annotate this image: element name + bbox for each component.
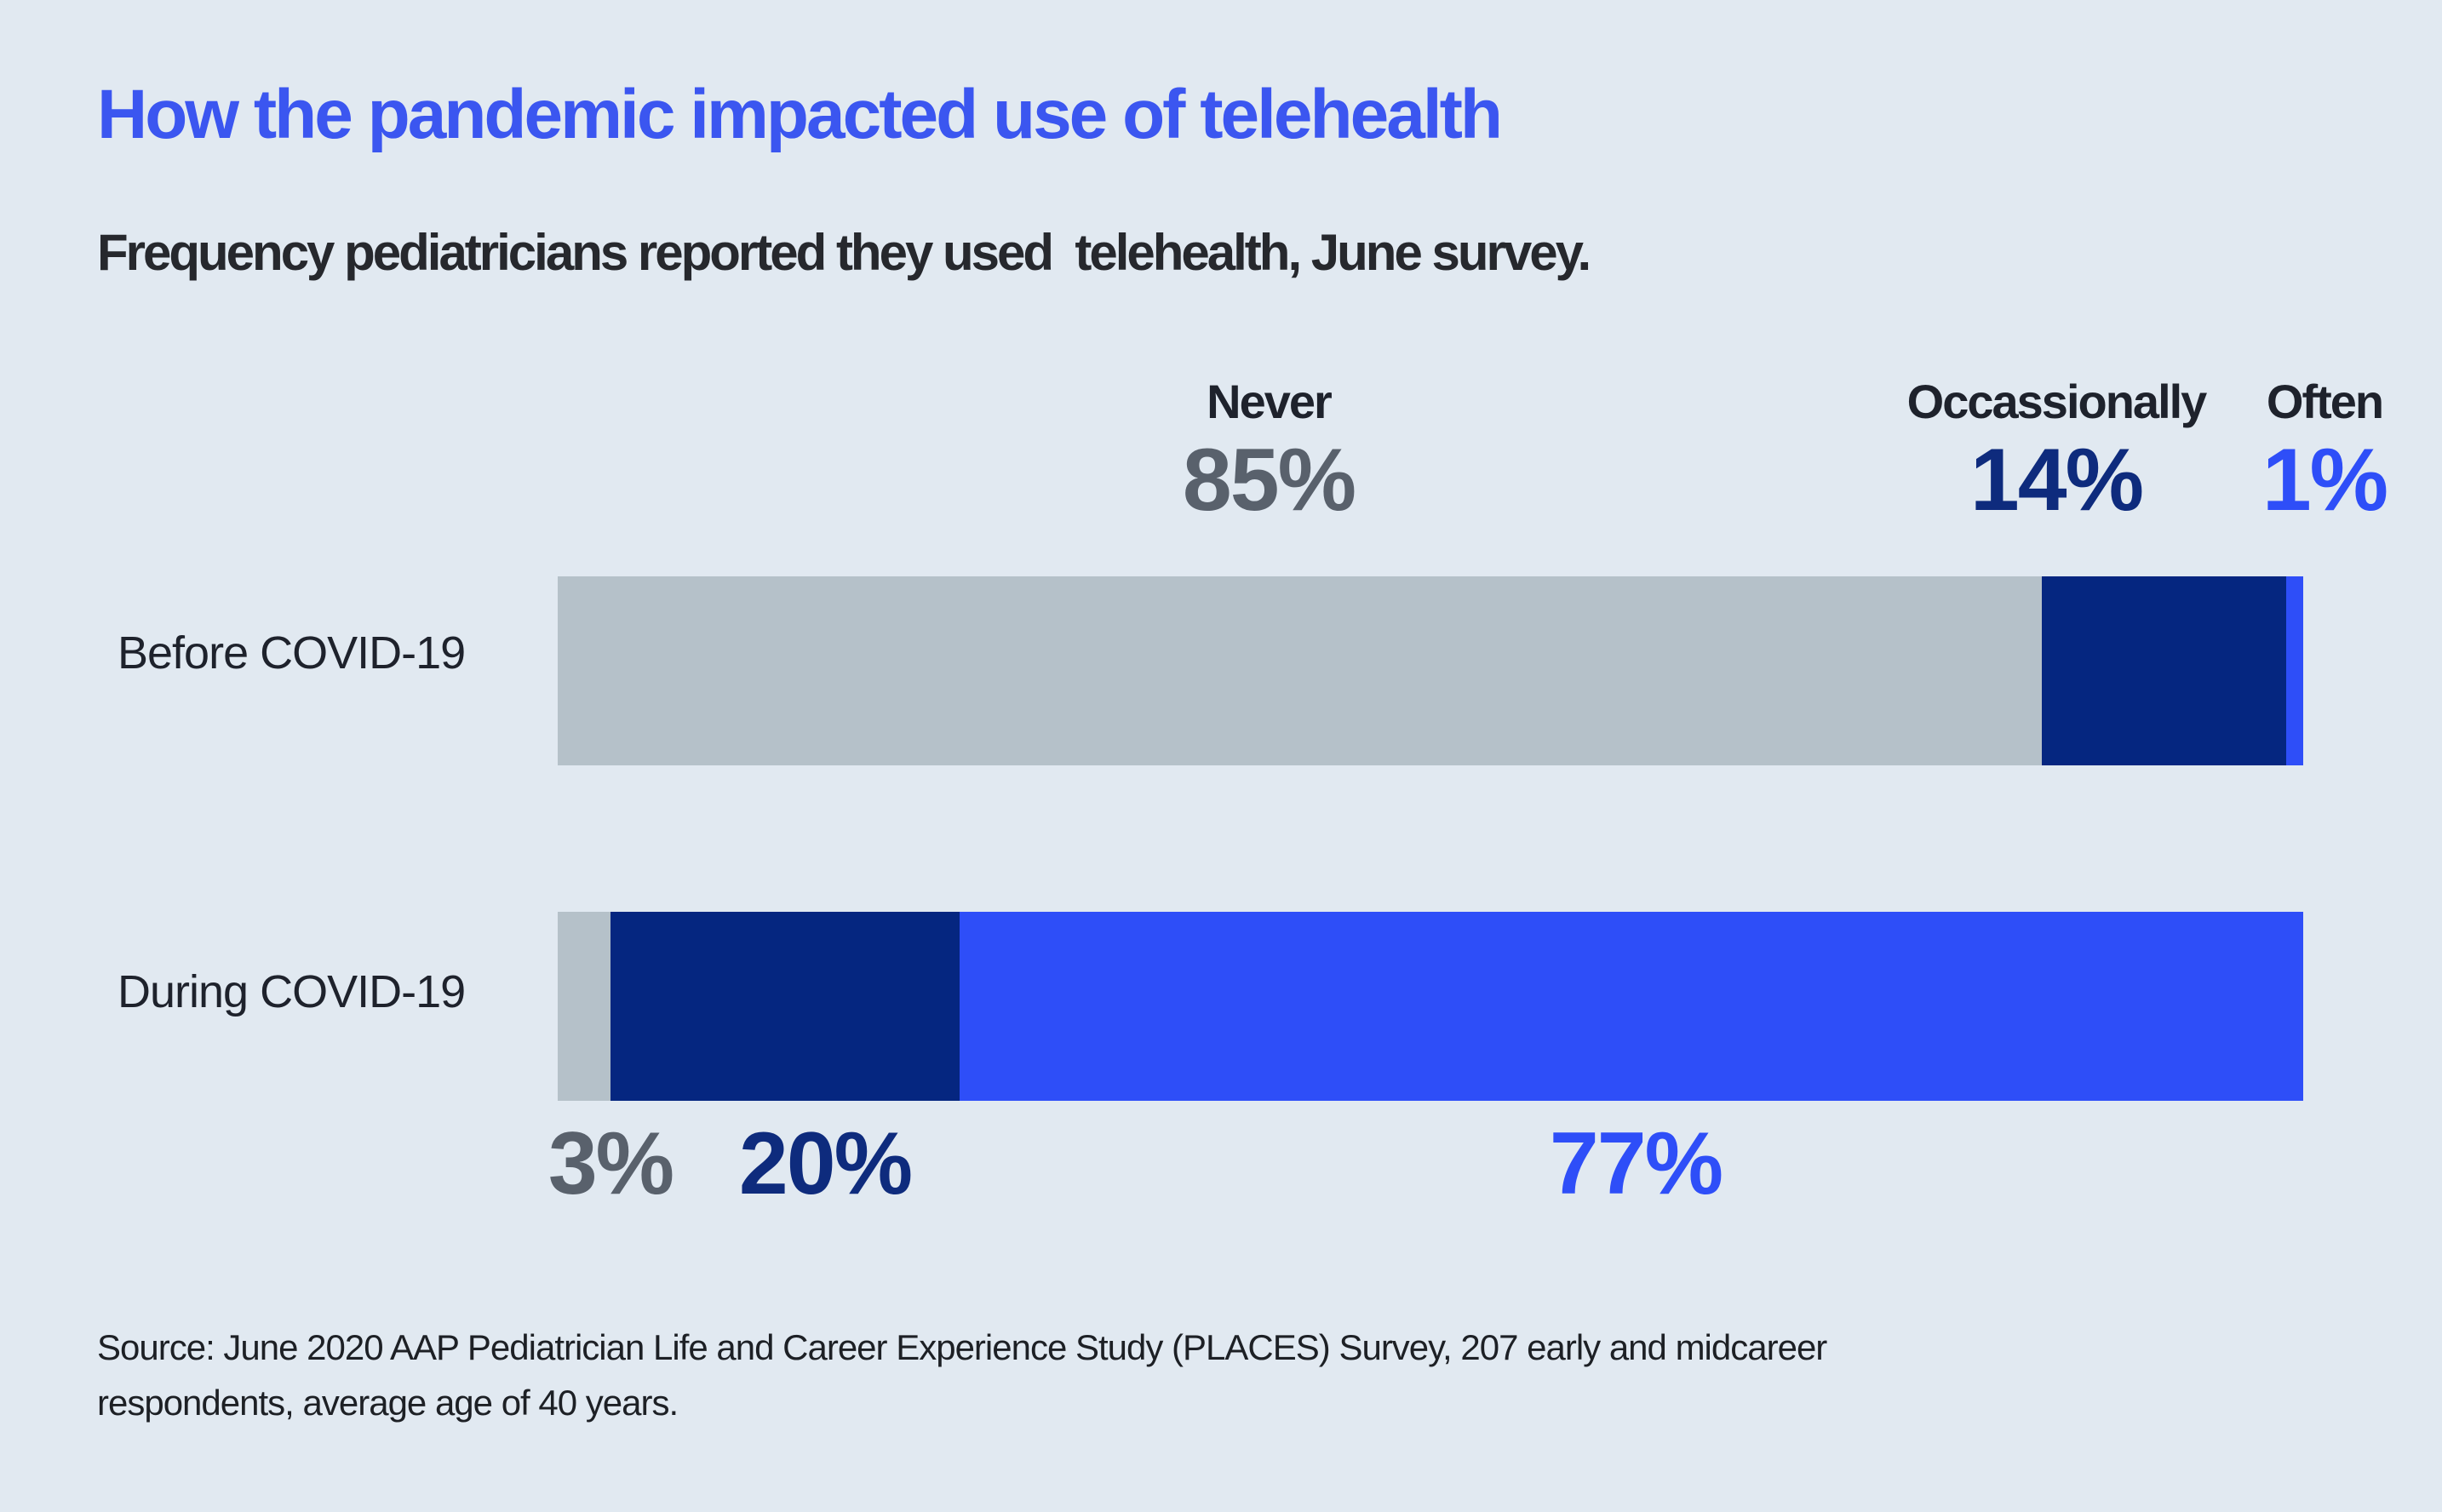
bar-segment-never-row2 (558, 912, 610, 1101)
bar-during-covid (558, 912, 2303, 1101)
series-name-occassionally: Occassionally (1906, 375, 2208, 428)
value-label-often-during: 77% (1549, 1114, 1723, 1213)
bar-segment-occassionally-row1 (2041, 576, 2286, 765)
source-line-2: respondents, average age of 40 years. (97, 1383, 679, 1423)
series-label-often: Often 1% (2261, 375, 2388, 530)
series-name-often: Often (2266, 375, 2384, 428)
bar-segment-never-row1 (558, 576, 2042, 765)
category-label-during-covid: During COVID-19 (118, 966, 466, 1017)
source-note: Source: June 2020 AAP Pediatrician Life … (97, 1320, 1827, 1430)
series-label-never: Never 85% (1182, 375, 1356, 530)
bar-segment-occassionally-row2 (610, 912, 960, 1101)
series-value-often-before: 1% (2261, 431, 2388, 530)
series-name-never: Never (1207, 375, 1333, 428)
series-value-never-before: 85% (1182, 431, 1356, 530)
series-label-occassionally: Occassionally 14% (1906, 375, 2208, 530)
page-subtitle: Frequency pediatricians reported they us… (97, 224, 1591, 281)
source-line-1: Source: June 2020 AAP Pediatrician Life … (97, 1327, 1827, 1367)
category-label-before-covid: Before COVID-19 (118, 627, 466, 679)
page-title: How the pandemic impacted use of telehea… (97, 76, 1503, 153)
bar-before-covid (558, 576, 2303, 765)
series-value-occassionally-before: 14% (1969, 431, 2144, 530)
value-label-occassionally-during: 20% (738, 1114, 913, 1213)
bar-segment-often-row1 (2285, 576, 2303, 765)
value-label-never-during: 3% (547, 1114, 674, 1213)
bar-segment-often-row2 (959, 912, 2303, 1101)
